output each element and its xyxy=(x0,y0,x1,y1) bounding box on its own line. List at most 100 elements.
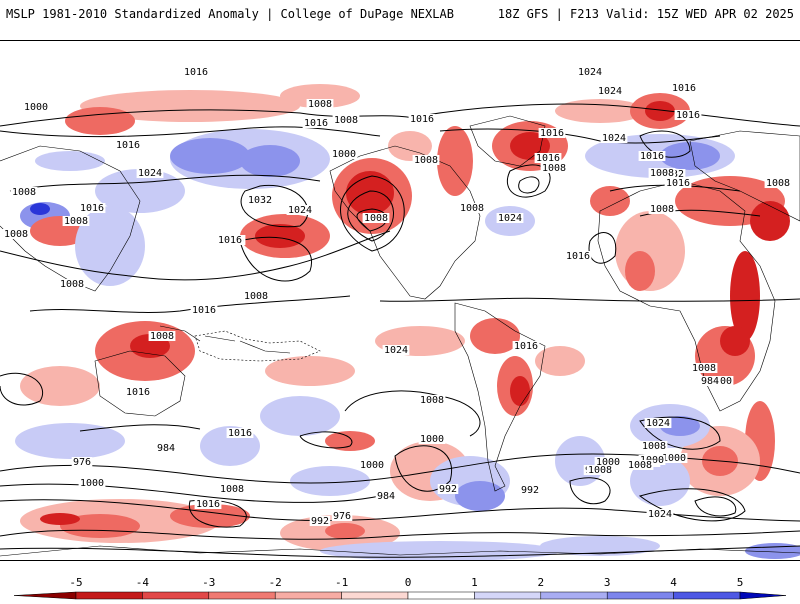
isobar-line xyxy=(240,184,309,228)
isobar-label: 1008 xyxy=(4,229,28,240)
isobar-label: 1008 xyxy=(60,279,84,290)
isobar-line xyxy=(0,372,43,406)
isobar-line xyxy=(0,483,381,503)
colorbar-tick-label: -4 xyxy=(136,576,150,589)
isobar-label: 1016 xyxy=(116,140,140,151)
isobar-label: 1008 xyxy=(364,213,388,224)
colorbar-tick-label: 4 xyxy=(670,576,677,589)
anomaly-region xyxy=(20,366,100,406)
valid-time: 18Z GFS | F213 Valid: 15Z WED APR 02 202… xyxy=(497,7,794,21)
anomaly-region xyxy=(437,126,473,196)
isobar-label: 1024 xyxy=(138,168,162,179)
isobar-label: 1024 xyxy=(598,86,622,97)
isobar-label: 1024 xyxy=(384,345,408,356)
colorbar-segment xyxy=(739,591,787,600)
isobar-label: 1024 xyxy=(498,213,522,224)
colorbar-segment xyxy=(673,591,741,600)
anomaly-region xyxy=(325,431,375,451)
colorbar-segment xyxy=(606,591,674,600)
isobar-label: 1032 xyxy=(248,195,272,206)
isobar-label: 1016 xyxy=(514,341,538,352)
isobar-label: 1008 xyxy=(460,203,484,214)
anomaly-region xyxy=(660,142,720,170)
isobar-line xyxy=(379,297,800,302)
isobar-line xyxy=(239,236,313,282)
colorbar-segment xyxy=(274,591,342,600)
isobar-line xyxy=(638,488,746,522)
isobar-label: 984 xyxy=(701,376,719,387)
isobar-label: 1008 xyxy=(12,187,36,198)
anomaly-region xyxy=(625,251,655,291)
map-panel[interactable]: 1016 1024 1024 1000 1008 1008 1016 1016 1008 1000… xyxy=(0,40,800,561)
isobar-label: 1016 xyxy=(540,128,564,139)
isobar-line xyxy=(0,453,800,484)
isobar-label: 1016 xyxy=(672,83,696,94)
isobar-label: 1008 xyxy=(150,331,174,342)
isobar-label: 1016 xyxy=(536,153,560,164)
isobar-label: 1016 xyxy=(566,251,590,262)
isobar-label: 984 xyxy=(377,491,395,502)
isobar-label: 1008 xyxy=(588,465,612,476)
anomaly-region xyxy=(280,84,360,108)
colorbar-tick-label: -5 xyxy=(69,576,82,589)
isobar-label: 1024 xyxy=(646,418,670,429)
anomaly-region xyxy=(540,536,660,556)
isobar-label: 1000 xyxy=(80,478,104,489)
isobar-label: 1024 xyxy=(648,509,672,520)
anomaly-region xyxy=(80,90,300,122)
isobar-label: 1008 xyxy=(220,484,244,495)
isobar-line xyxy=(0,545,800,558)
anomaly-region xyxy=(645,101,675,121)
colorbar-segment xyxy=(142,591,210,600)
colorbar-tick-label: 2 xyxy=(537,576,544,589)
isobar-label: 1008 xyxy=(692,363,716,374)
isobar-label: 1016 xyxy=(196,499,220,510)
isobar-label: 976 xyxy=(333,511,351,522)
isobar-label: 1016 xyxy=(676,110,700,121)
isobar-line xyxy=(0,529,800,540)
anomaly-region xyxy=(590,186,630,216)
map-title: MSLP 1981-2010 Standardized Anomaly | Co… xyxy=(6,7,454,21)
isobar-line xyxy=(0,230,391,281)
isobar-label: 1008 xyxy=(542,163,566,174)
colorbar-segment xyxy=(75,591,143,600)
isobar-line xyxy=(0,126,381,138)
anomaly-region xyxy=(260,396,340,436)
colorbar-segment xyxy=(208,591,276,600)
colorbar-segment xyxy=(540,591,608,600)
anomaly-region xyxy=(95,169,185,213)
colorbar-tick-label: -3 xyxy=(202,576,215,589)
anomaly-region xyxy=(320,541,560,560)
colorbar-tick-label: 3 xyxy=(604,576,611,589)
isobar-line xyxy=(394,445,453,492)
anomaly-region xyxy=(65,107,135,135)
isobar-label: 1000 xyxy=(596,457,620,468)
isobar-label: 1016 xyxy=(228,428,252,439)
isobar-line xyxy=(347,190,394,242)
isobar-label: 1016 xyxy=(666,178,690,189)
isobar-line xyxy=(79,424,201,432)
anomaly-region xyxy=(750,201,790,241)
anomaly-region xyxy=(240,145,300,177)
anomaly-region xyxy=(60,514,140,538)
isobar-line xyxy=(299,431,353,449)
isobar-label: 1008 xyxy=(308,99,332,110)
colorbar-tick-label: 1 xyxy=(471,576,478,589)
isobar-line xyxy=(419,103,800,127)
isobar-label: 1016 xyxy=(192,305,216,316)
isobar-label: 1000 xyxy=(662,453,686,464)
color-scale-bar: -5 -4 -3 -2 -1 0 1 2 3 4 5 xyxy=(0,566,800,600)
isobar-label: 1016 xyxy=(304,118,328,129)
isobar-label: 1024 xyxy=(578,67,602,78)
colorbar-tick-label: -1 xyxy=(335,576,348,589)
anomaly-region xyxy=(170,138,250,174)
isobar-line xyxy=(569,477,611,505)
isobar-label: 976 xyxy=(73,457,91,468)
isobar-line xyxy=(694,496,737,517)
anomaly-region xyxy=(265,356,355,386)
isobar-line xyxy=(356,208,388,232)
header: MSLP 1981-2010 Standardized Anomaly | Co… xyxy=(0,0,800,30)
isobar-line xyxy=(29,295,351,313)
